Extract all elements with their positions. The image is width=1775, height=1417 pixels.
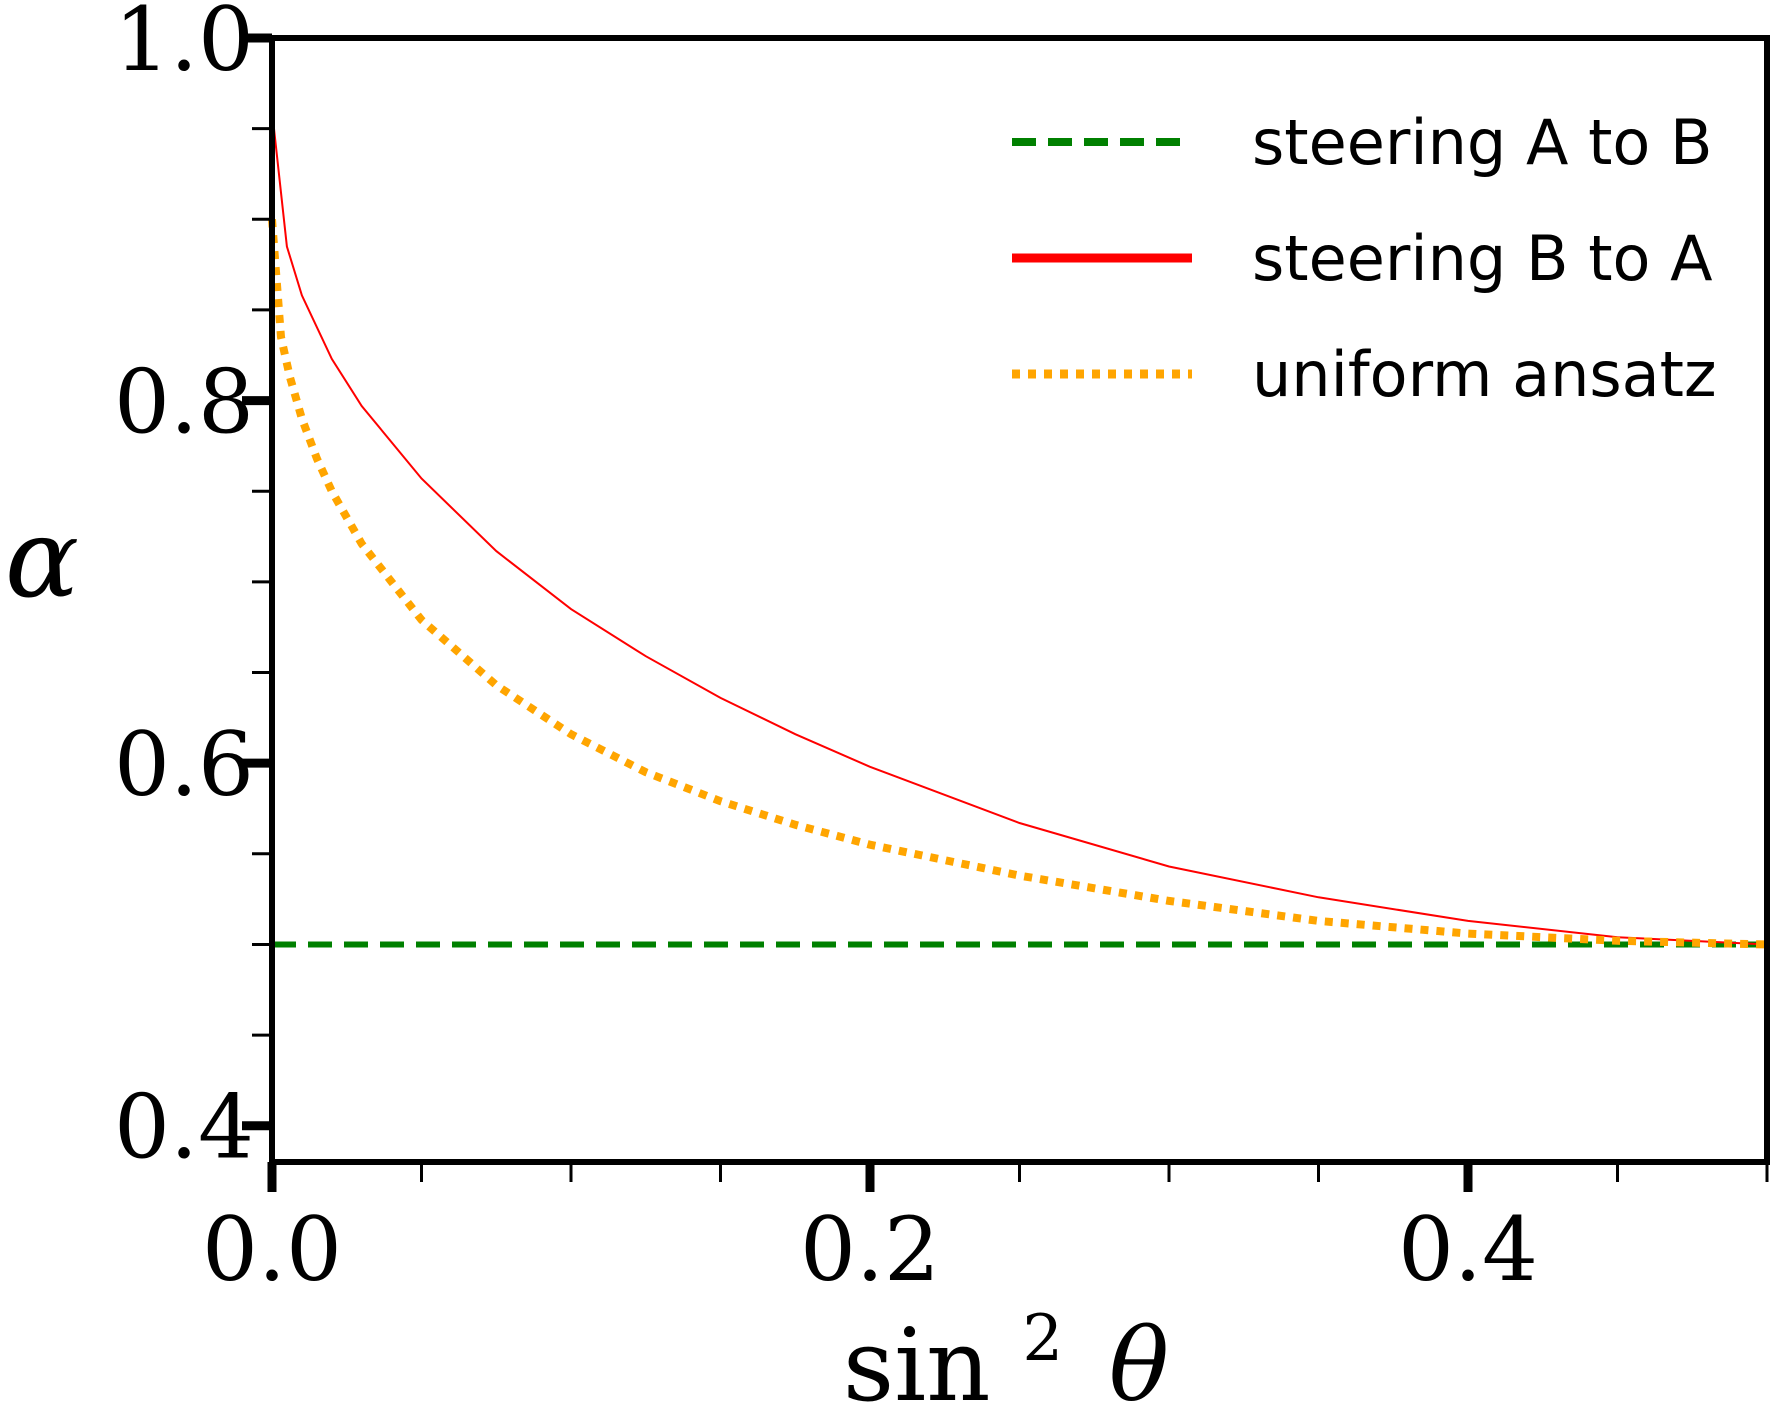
y-tick-label: 0.8 [114, 351, 254, 454]
x-tick-label: 0.4 [1398, 1198, 1538, 1301]
y-tick-label: 0.6 [114, 713, 254, 816]
y-tick-label: 1.0 [114, 0, 254, 91]
legend: steering A to B steering B to A uniform an… [1012, 106, 1717, 411]
x-axis-title-exponent: 2 [1022, 1302, 1063, 1376]
legend-label: uniform ansatz [1252, 338, 1717, 411]
plot-frame [269, 35, 1770, 1165]
axis-ticks: 0.0 0.2 0.4 0.4 0.6 0.8 1.0 [114, 0, 1769, 1301]
y-tick-label: 0.4 [114, 1076, 254, 1179]
x-tick-label: 0.0 [202, 1198, 342, 1301]
legend-label: steering A to B [1252, 106, 1713, 179]
x-axis-title-variable: θ [1109, 1307, 1169, 1417]
x-axis-title-func: sin [843, 1307, 991, 1417]
x-tick-label: 0.2 [800, 1198, 940, 1301]
series-line-steering-b-to-a [271, 110, 1768, 946]
series-line-uniform-ansatz [268, 218, 1768, 949]
y-axis-title: α [5, 494, 79, 622]
x-axis-title: sin 2 θ [843, 1267, 1169, 1417]
series-layer [268, 110, 1768, 949]
legend-label: steering B to A [1252, 222, 1713, 295]
